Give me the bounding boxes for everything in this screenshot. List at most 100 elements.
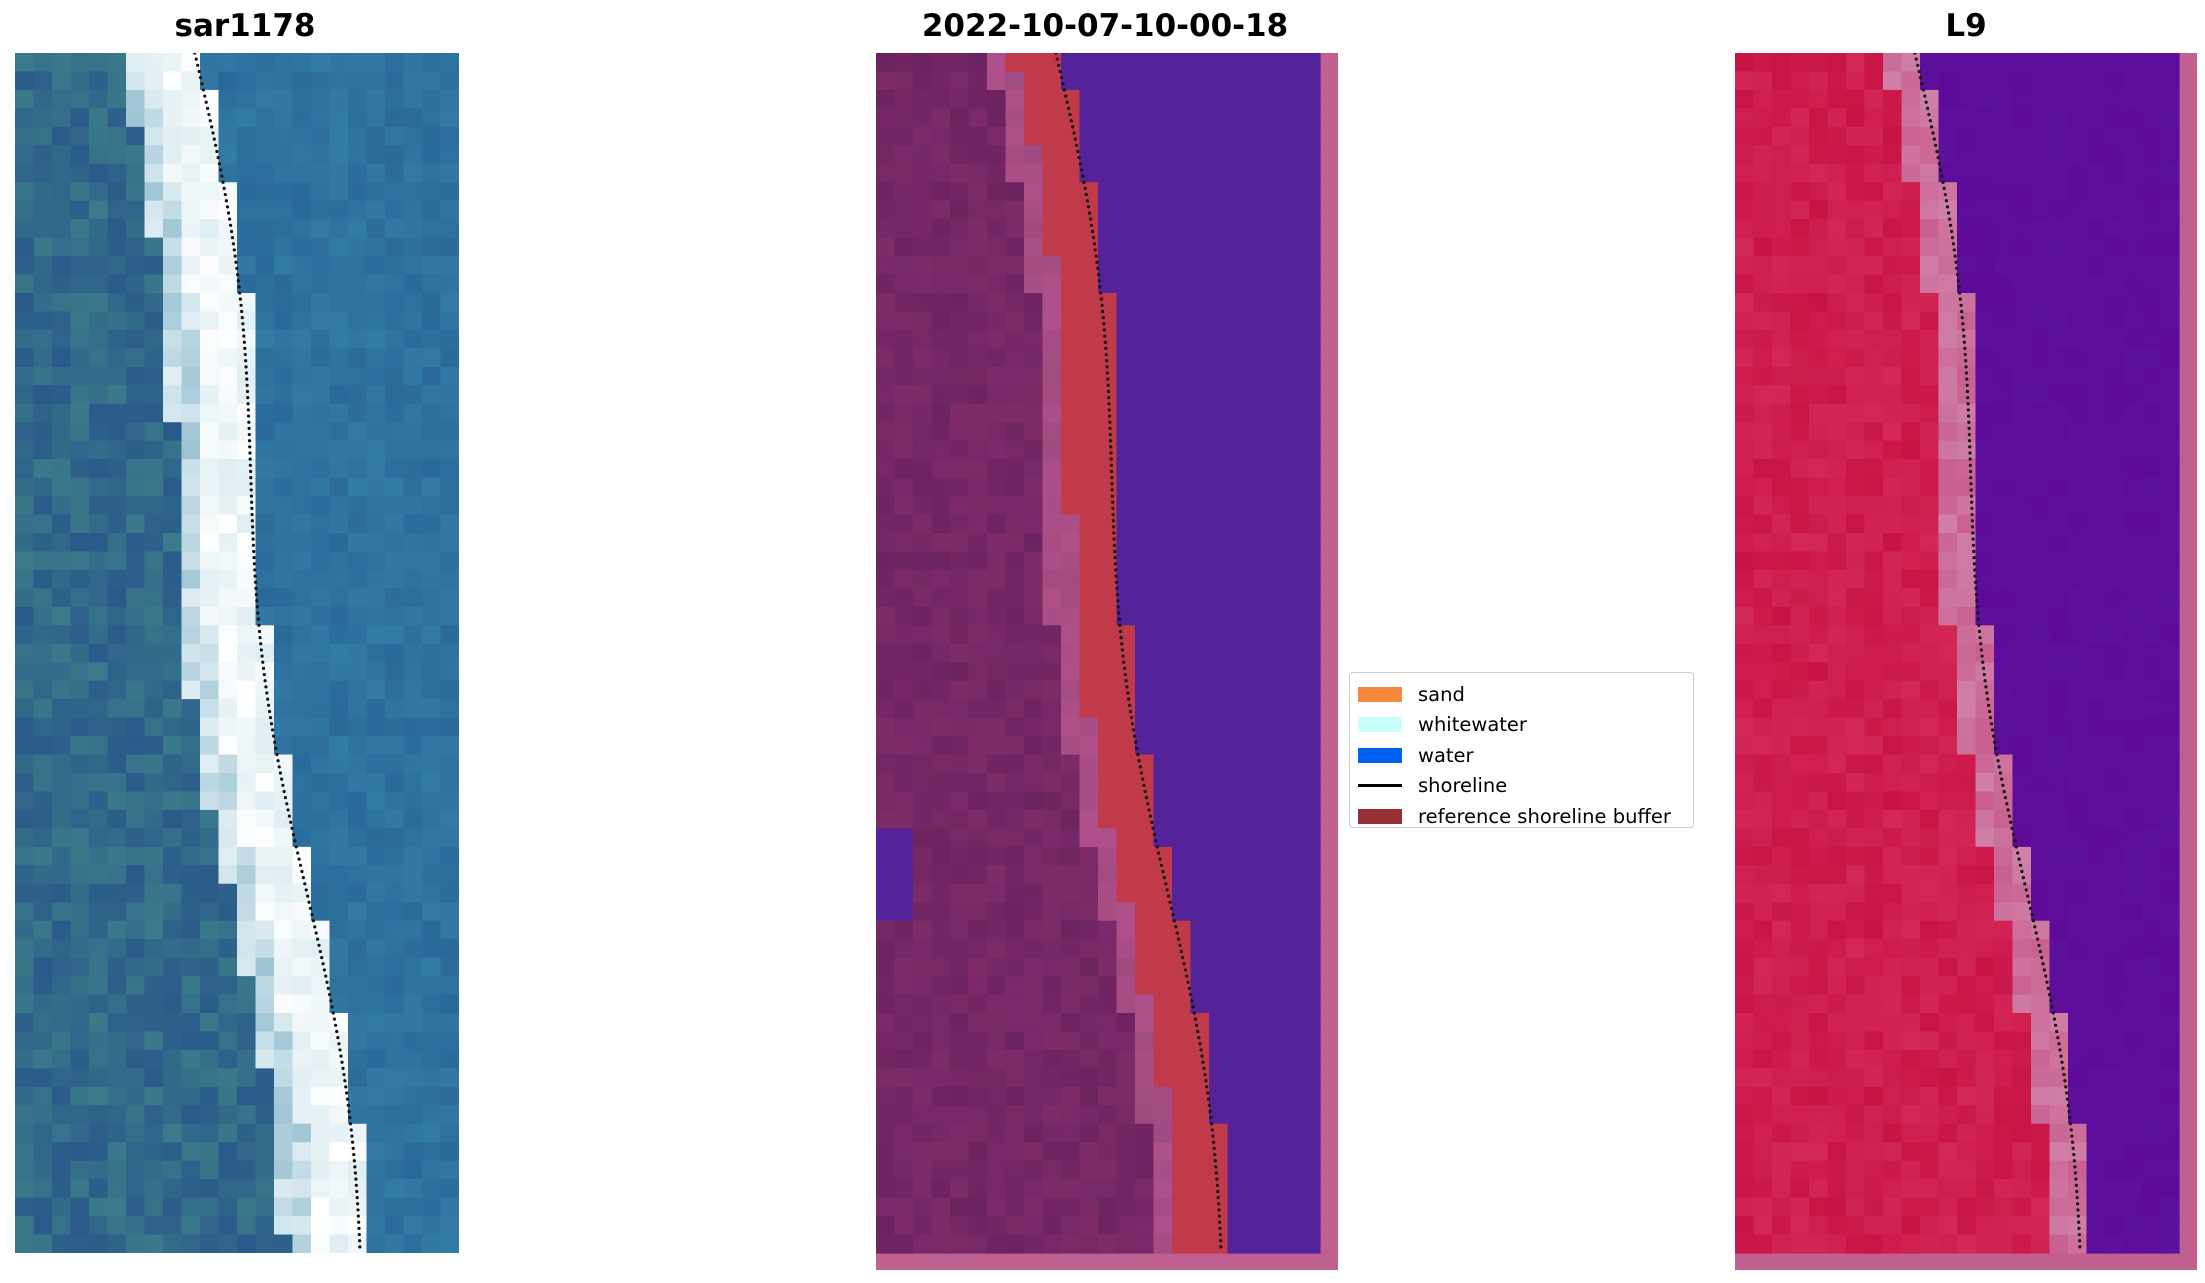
pixel	[968, 865, 988, 885]
pixel	[329, 440, 349, 460]
pixel	[2031, 1160, 2051, 1180]
pixel	[987, 828, 1007, 848]
pixel	[1116, 219, 1136, 239]
pixel	[218, 440, 238, 460]
pixel	[1024, 422, 1044, 442]
shoreline-point	[1111, 519, 1115, 523]
pixel	[440, 883, 459, 903]
pixel	[1753, 1086, 1773, 1106]
pixel	[1098, 809, 1118, 829]
pixel	[1994, 514, 2014, 534]
pixel	[33, 182, 53, 202]
pixel	[2142, 163, 2162, 183]
pixel	[52, 994, 72, 1014]
pixel	[200, 440, 220, 460]
pixel	[292, 773, 312, 793]
pixel	[163, 237, 183, 257]
pixel	[440, 1105, 459, 1125]
pixel	[2068, 754, 2088, 774]
pixel	[70, 1049, 90, 1069]
pixel	[1264, 293, 1284, 313]
pixel	[1098, 865, 1118, 885]
pixel	[1042, 256, 1062, 276]
pixel	[1920, 1105, 1940, 1125]
pixel	[329, 145, 349, 165]
pixel	[107, 643, 127, 663]
pixel	[1790, 773, 1810, 793]
pixel	[1283, 883, 1303, 903]
shoreline-point	[1130, 722, 1135, 726]
pixel	[1172, 366, 1192, 386]
pixel	[1957, 182, 1977, 202]
pixel	[403, 533, 423, 553]
pixel	[913, 662, 933, 682]
pixel	[1246, 754, 1266, 774]
pixel	[348, 662, 368, 682]
pixel	[15, 440, 35, 460]
shoreline-point	[1197, 1036, 1201, 1040]
pixel	[2068, 348, 2088, 368]
pixel	[200, 1142, 220, 1162]
pixel	[1827, 606, 1847, 626]
pixel	[255, 1197, 275, 1217]
pixel	[329, 329, 349, 349]
pixel	[440, 1123, 459, 1143]
pixel	[1846, 496, 1866, 516]
pixel	[894, 1086, 914, 1106]
pixel	[1135, 736, 1155, 756]
pixel	[1809, 994, 1829, 1014]
pixel	[1846, 182, 1866, 202]
pixel	[2105, 348, 2125, 368]
pixel	[1753, 53, 1773, 73]
pixel	[1042, 514, 1062, 534]
pixel	[292, 477, 312, 497]
pixel	[1790, 145, 1810, 165]
pixel	[1024, 477, 1044, 497]
pixel	[1061, 588, 1081, 608]
pixel	[2049, 496, 2069, 516]
pixel	[1753, 145, 1773, 165]
pixel	[1920, 163, 1940, 183]
pixel	[385, 957, 405, 977]
pixel	[1809, 219, 1829, 239]
rgb-image	[15, 53, 459, 1253]
pixel	[144, 606, 164, 626]
pixel	[1735, 293, 1755, 313]
pixel	[1135, 902, 1155, 922]
pixel	[1283, 828, 1303, 848]
pixel	[1864, 1086, 1884, 1106]
pixel	[1042, 957, 1062, 977]
pixel	[968, 1216, 988, 1236]
pixel	[366, 1123, 386, 1143]
pixel	[913, 1179, 933, 1199]
pixel	[237, 274, 257, 294]
pixel	[1079, 126, 1099, 146]
pixel	[292, 1086, 312, 1106]
pixel	[218, 237, 238, 257]
pixel	[33, 53, 53, 73]
pixel	[1957, 1123, 1977, 1143]
pixel	[1264, 1049, 1284, 1069]
pixel	[2105, 366, 2125, 386]
shoreline-point	[1104, 346, 1108, 350]
pixel	[1975, 219, 1995, 239]
pixel	[200, 902, 220, 922]
pixel	[366, 1031, 386, 1051]
shoreline-point	[356, 1214, 360, 1218]
pixel	[1024, 1123, 1044, 1143]
pixel	[144, 1160, 164, 1180]
pixel	[1079, 329, 1099, 349]
pixel	[1246, 496, 1266, 516]
pixel	[1864, 699, 1884, 719]
pixel	[1098, 1160, 1118, 1180]
pixel	[348, 846, 368, 866]
pixel	[2105, 1086, 2125, 1106]
pixel	[2086, 1123, 2106, 1143]
pixel	[348, 957, 368, 977]
pixel	[876, 773, 896, 793]
pixel	[1024, 865, 1044, 885]
pixel	[15, 1160, 35, 1180]
pixel	[15, 348, 35, 368]
pixel	[311, 274, 331, 294]
pixel	[237, 403, 257, 423]
